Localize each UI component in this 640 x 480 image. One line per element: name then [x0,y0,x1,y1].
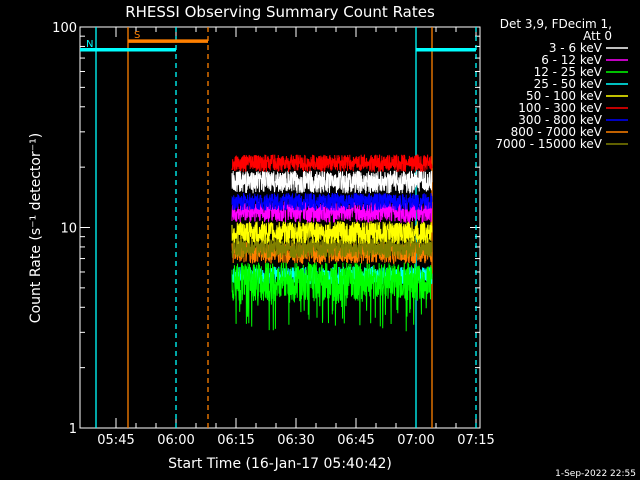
legend-entry-label: 300 - 800 keV [518,113,602,127]
x-tick-label: 06:00 [157,433,194,448]
series-line [231,221,433,245]
legend-entry-label: 100 - 300 keV [518,101,602,115]
legend-entry-label: 12 - 25 keV [534,65,603,79]
y-tick-label: 1 [69,422,77,437]
legend-entry-label: 800 - 7000 keV [511,125,603,139]
series-line [231,236,433,259]
legend-entry-label: 7000 - 15000 keV [495,137,602,151]
y-axis-label: Count Rate (s⁻¹ detector⁻¹) [28,133,44,323]
legend-entry-label: 25 - 50 keV [534,77,603,91]
chart-title: RHESSI Observing Summary Count Rates [125,3,435,21]
x-tick-label: 06:45 [337,433,374,448]
x-tick-label: 06:30 [277,433,314,448]
x-tick-label: 05:45 [97,433,134,448]
legend-header-line2: Att 0 [583,29,612,43]
y-tick-label: 10 [60,222,77,237]
x-axis-label: Start Time (16-Jan-17 05:40:42) [168,456,392,472]
plot-layer: 1 10 100 05:45 06:00 06:15 06:30 06:45 07:00 07:1… [52,21,495,448]
legend-entry-label: 3 - 6 keV [549,41,603,55]
x-tick-label: 06:15 [217,433,254,448]
y-tick-label: 100 [52,21,77,36]
x-tick-label: 07:00 [397,433,434,448]
legend-header-line1: Det 3,9, FDecim 1, [500,17,612,31]
flag-label: N [86,39,93,50]
x-tick-label: 07:15 [457,433,494,448]
legend-entry-label: 6 - 12 keV [541,53,603,67]
flag-label: S [134,30,140,41]
series-line [231,153,433,173]
legend-entry-label: 50 - 100 keV [526,89,603,103]
series-line [231,192,433,213]
series-line [231,169,433,194]
footer-date: 1-Sep-2022 22:55 [555,469,636,479]
series-line [231,262,433,332]
